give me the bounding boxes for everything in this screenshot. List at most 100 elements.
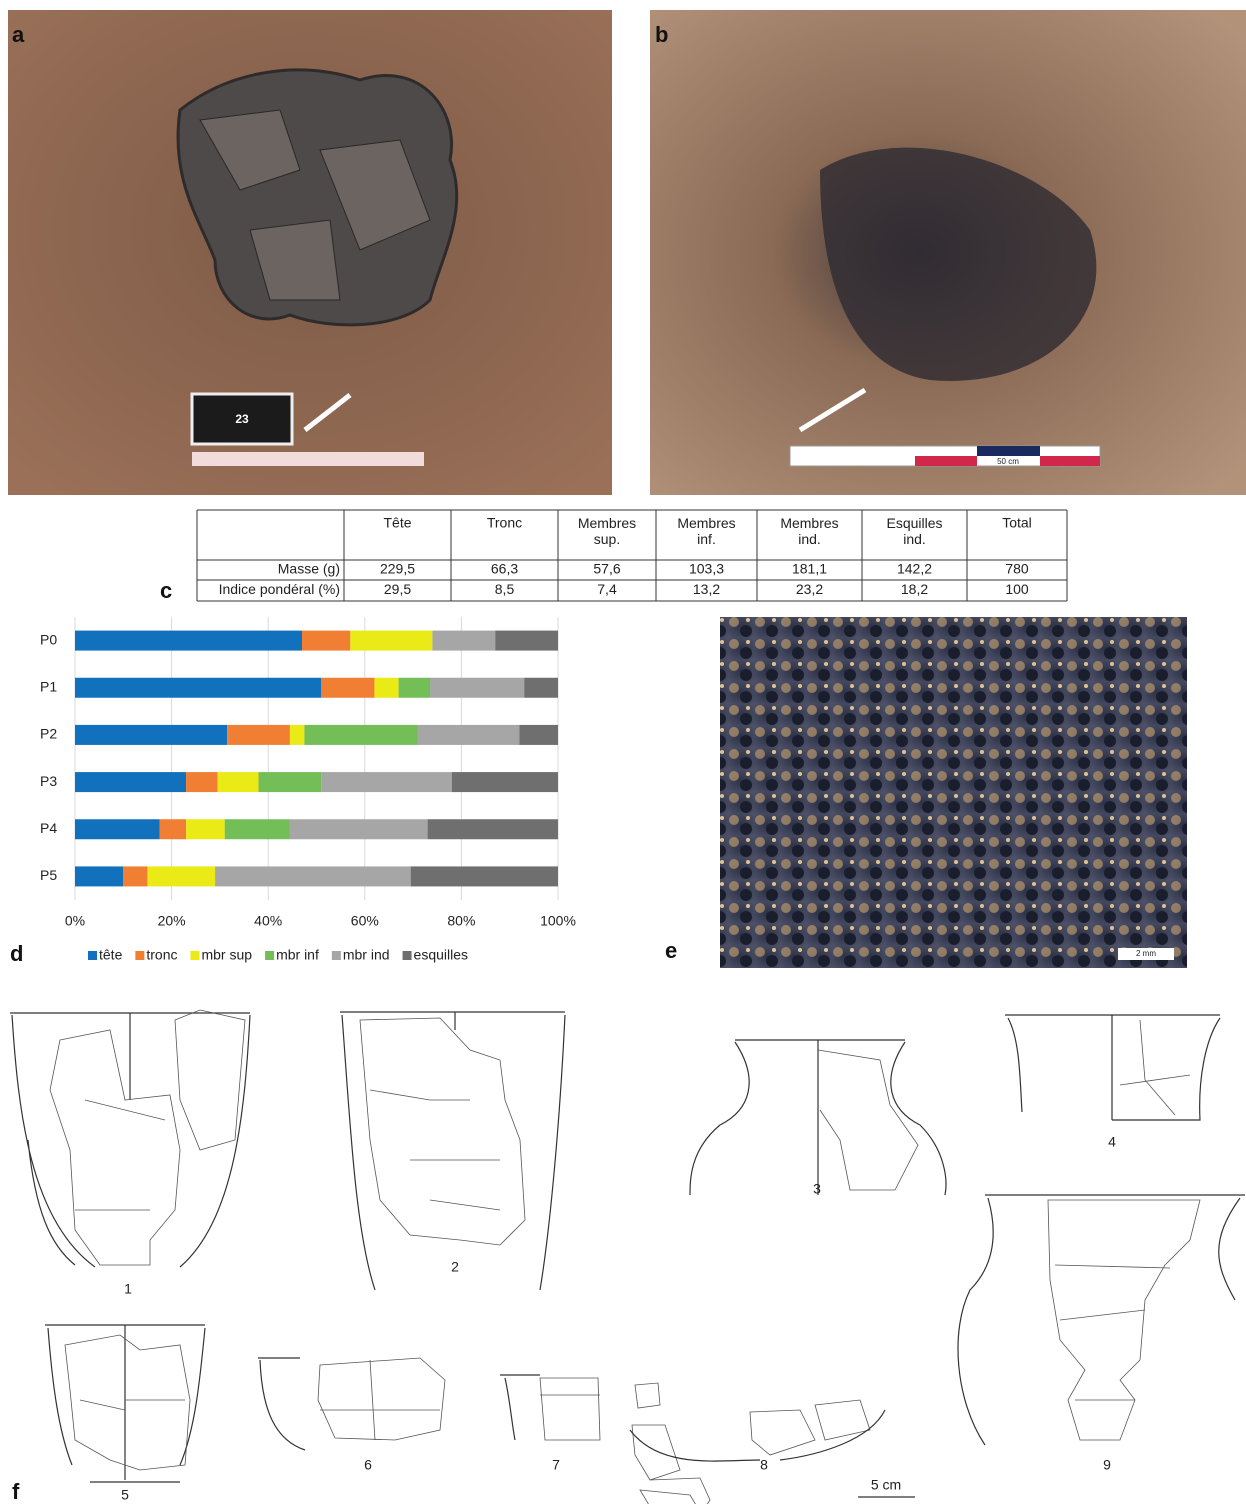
table-cell: 142,2 (897, 561, 932, 577)
column-header: Tronc (487, 515, 522, 531)
y-tick-label: P1 (40, 678, 57, 694)
bar-segment (75, 772, 186, 792)
bar-segment (75, 678, 321, 698)
panel-label: d (10, 941, 23, 966)
table-cell: 57,6 (593, 561, 620, 577)
legend-label: tête (99, 947, 123, 963)
bar-segment (302, 631, 350, 651)
table-cell: 8,5 (495, 581, 515, 597)
x-tick-label: 20% (158, 913, 186, 929)
y-tick-label: P4 (40, 820, 57, 836)
vessel-number: 8 (760, 1457, 768, 1473)
y-tick-label: P5 (40, 867, 57, 883)
bar-segment (123, 866, 147, 886)
photo-b: b 50 cm (650, 10, 1246, 495)
legend-swatch (88, 951, 97, 960)
bar-segment (430, 678, 524, 698)
pottery-drawings (10, 1010, 1245, 1504)
legend-swatch (403, 951, 412, 960)
bar-segment (75, 631, 302, 651)
table-cell: 103,3 (689, 561, 724, 577)
bar-segment (259, 772, 322, 792)
x-tick-label: 0% (65, 913, 85, 929)
legend-label: mbr ind (343, 947, 390, 963)
table-cell: 100 (1005, 581, 1029, 597)
bar-segment (186, 819, 225, 839)
bar-segment (290, 819, 428, 839)
photo-scale: 2 mm (1136, 949, 1156, 958)
bar-segment (418, 725, 519, 745)
photo-e: 2 mm e (665, 617, 1187, 968)
bar-segment (428, 819, 558, 839)
bar-segment (452, 772, 558, 792)
table-cell: 780 (1005, 561, 1029, 577)
table-cell: 181,1 (792, 561, 827, 577)
bar-segment (160, 819, 187, 839)
column-header: Total (1002, 515, 1032, 531)
figure: a 23 b 50 cm 2 mm e TêteTroncMembressup.… (0, 0, 1246, 1504)
vessel-number: 7 (552, 1457, 560, 1473)
bar-segment (225, 819, 290, 839)
photo-scale: 50 cm (997, 457, 1019, 466)
row-label: Masse (g) (278, 561, 340, 577)
vessel-number: 9 (1103, 1457, 1111, 1473)
x-tick-label: 40% (254, 913, 282, 929)
y-tick-label: P0 (40, 631, 57, 647)
body: {"panel_labels": ["a", "b", "c", "d", "e… (0, 0, 1246, 1504)
bar-segment (411, 866, 558, 886)
table-cell: 229,5 (380, 561, 415, 577)
column-header: Tête (383, 515, 411, 531)
bar-segment (147, 866, 215, 886)
bar-segment (432, 631, 495, 651)
bar-segment (350, 631, 432, 651)
vessel-number: 2 (451, 1259, 459, 1275)
bar-segment (217, 772, 258, 792)
row-label: Indice pondéral (%) (219, 581, 340, 597)
photo-card: 23 (235, 412, 249, 426)
vessel-number: 1 (124, 1281, 132, 1297)
page: Figure body { margin: 0; background: #ff… (0, 0, 1246, 1504)
legend-label: esquilles (414, 947, 468, 963)
panel-label: a (12, 22, 25, 47)
bar-segment (290, 725, 304, 745)
table-cell: 7,4 (597, 581, 617, 597)
bar-segment (75, 725, 227, 745)
photo-a: a 23 (8, 10, 612, 495)
x-tick-label: 80% (447, 913, 475, 929)
bar-segment (215, 866, 411, 886)
legend-swatch (190, 951, 199, 960)
legend-swatch (332, 951, 341, 960)
bar-segment (399, 678, 430, 698)
x-tick-label: 100% (540, 913, 576, 929)
bar-segment (495, 631, 558, 651)
bar-segment (75, 819, 160, 839)
bar-segment (321, 678, 374, 698)
bar-segment (519, 725, 558, 745)
x-tick-label: 60% (351, 913, 379, 929)
bar-segment (75, 866, 123, 886)
bar-segment (186, 772, 217, 792)
vessel-number: 6 (364, 1457, 372, 1473)
legend-label: tronc (146, 947, 177, 963)
bar-segment (374, 678, 398, 698)
bar-segment (524, 678, 558, 698)
legend-swatch (265, 951, 274, 960)
table-cell: 66,3 (491, 561, 518, 577)
legend-swatch (135, 951, 144, 960)
vessel-number: 4 (1108, 1134, 1116, 1150)
panel-label: f (12, 1479, 20, 1504)
vessel-number: 3 (813, 1181, 821, 1197)
bar-segment (227, 725, 290, 745)
scale-label: 5 cm (871, 1477, 901, 1493)
y-tick-label: P2 (40, 726, 57, 742)
panel-label: e (665, 938, 677, 963)
legend-label: mbr sup (201, 947, 252, 963)
bar-segment (321, 772, 451, 792)
table-cell: 29,5 (384, 581, 411, 597)
table-cell: 13,2 (693, 581, 720, 597)
